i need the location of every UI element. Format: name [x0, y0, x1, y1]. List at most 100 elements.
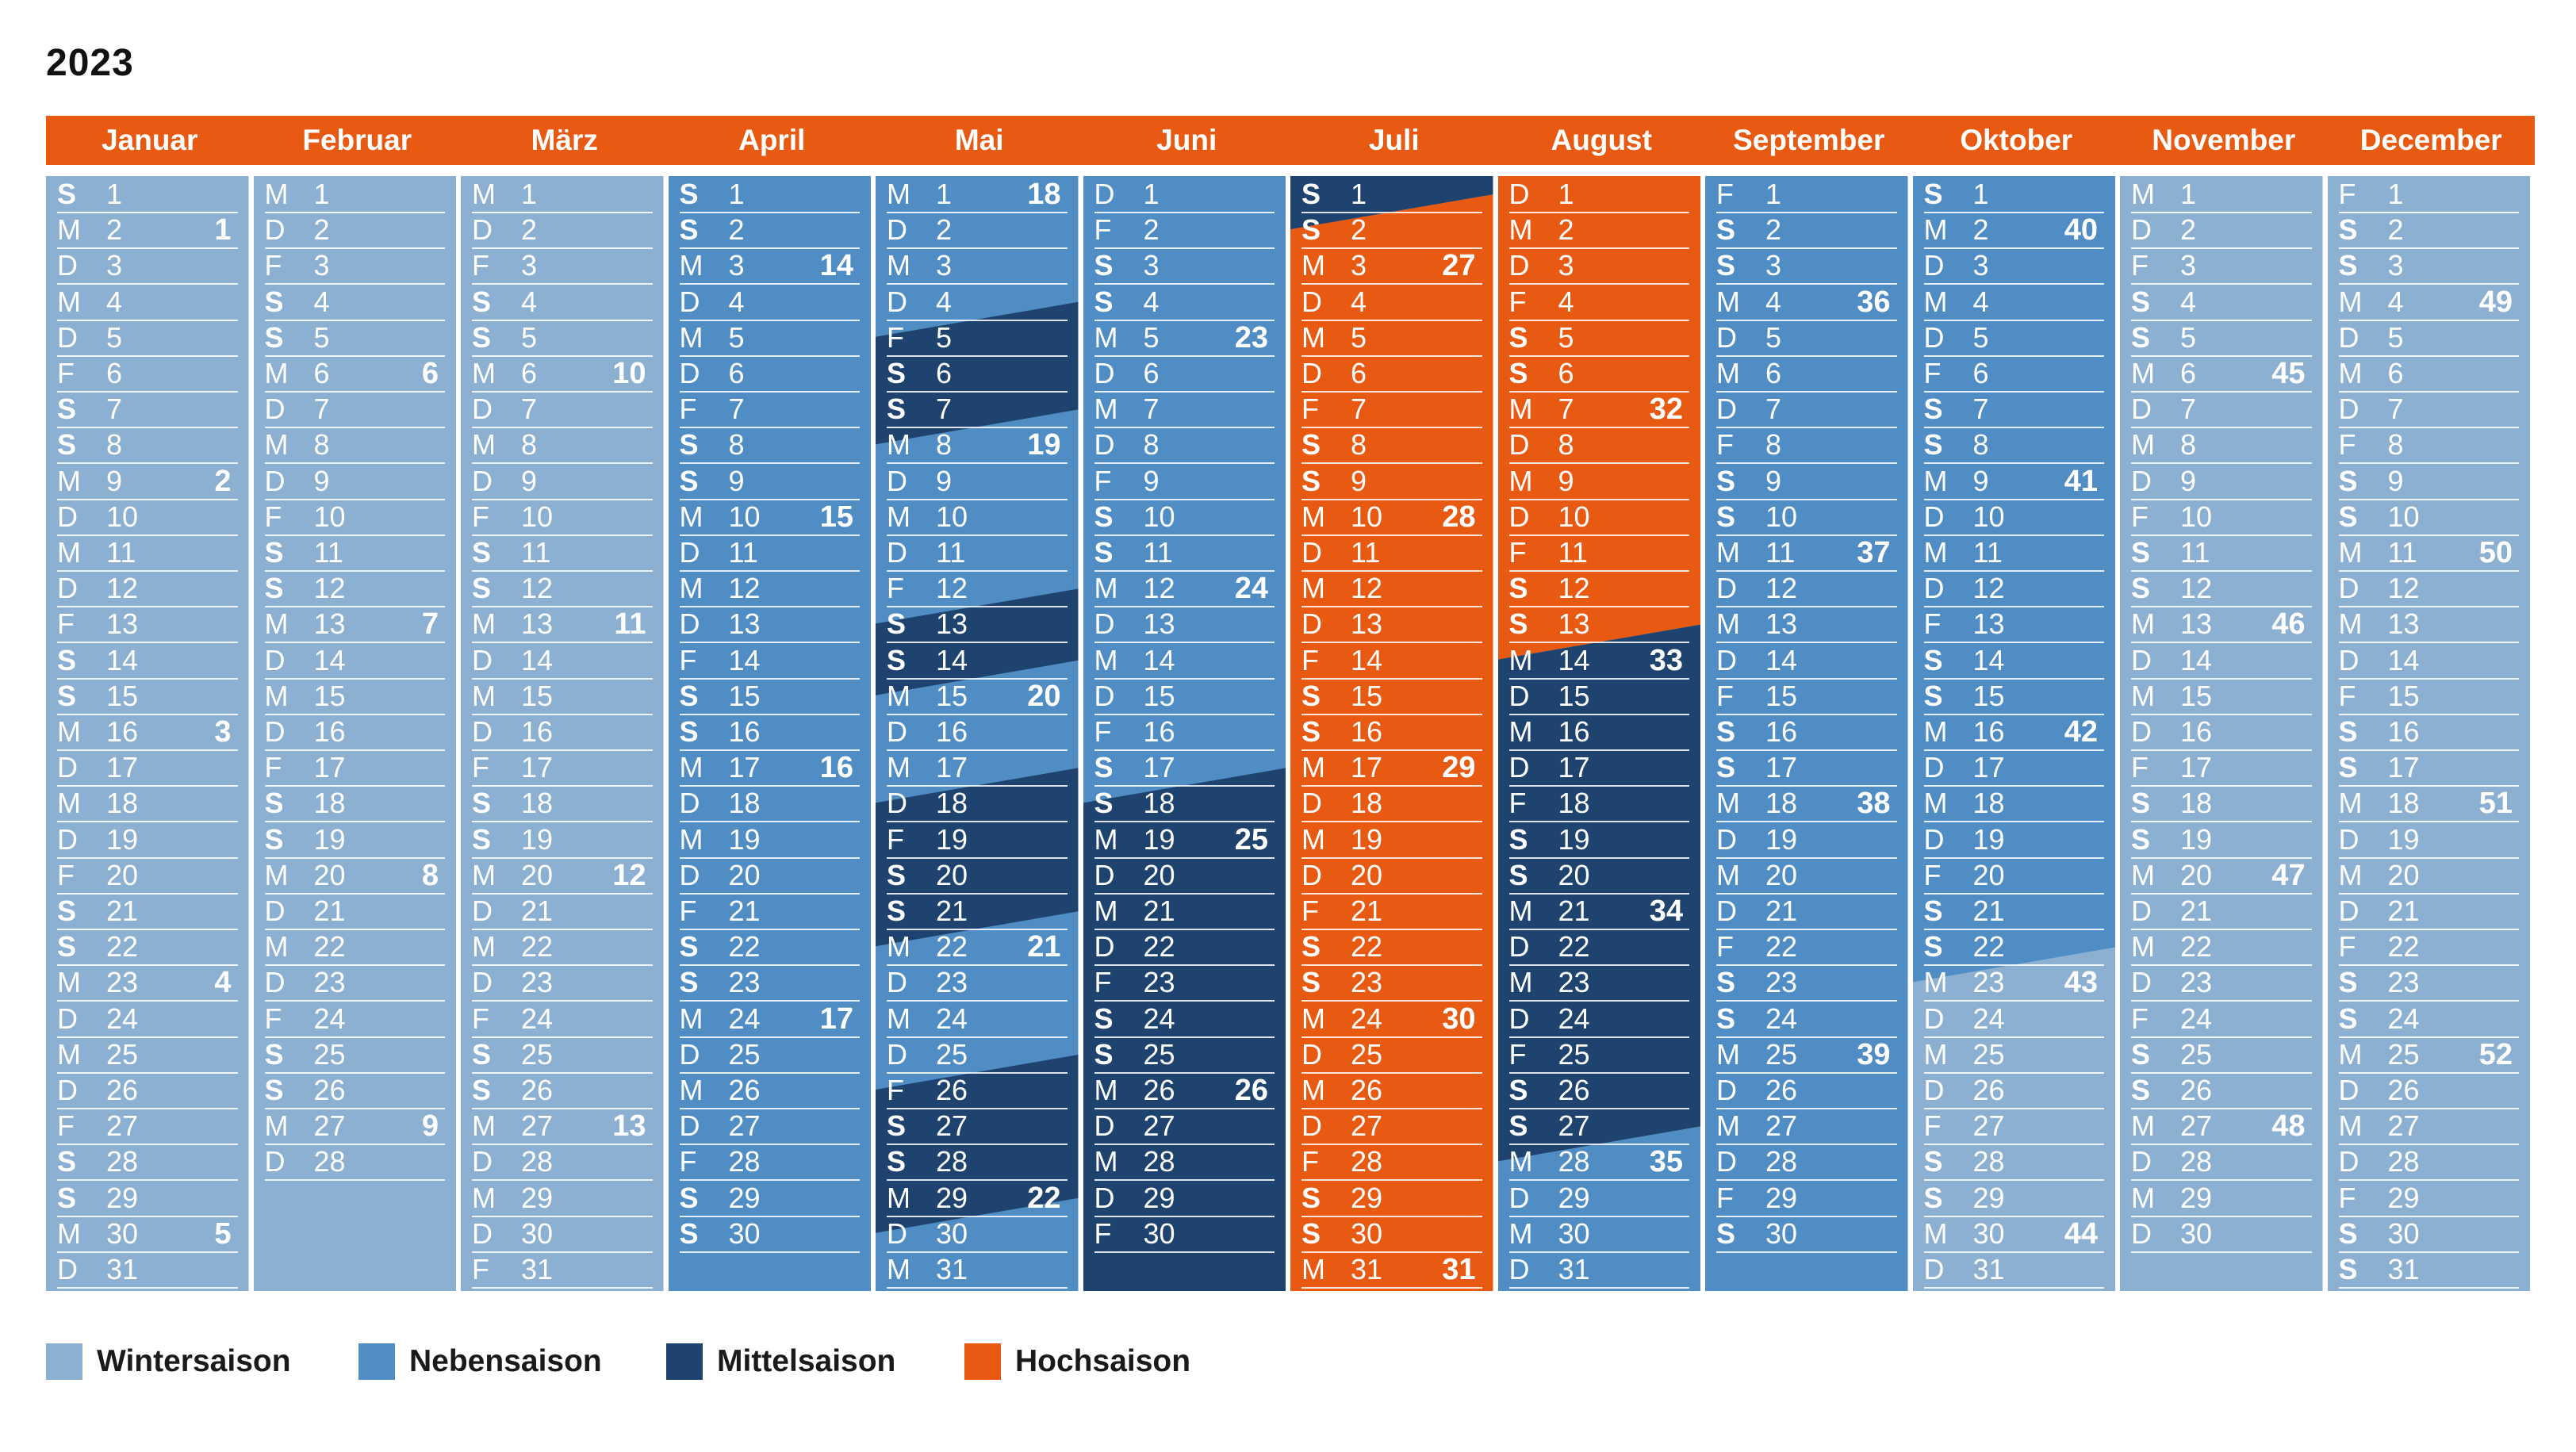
- weekday-letter: S: [887, 393, 907, 426]
- weekday-letter: S: [264, 822, 284, 856]
- day-row: F 21: [1301, 893, 1482, 930]
- day-row: F 10: [264, 499, 445, 536]
- day-number: 24: [1972, 1002, 2005, 1035]
- day-number: 5: [2387, 320, 2404, 354]
- day-row: D 22: [1094, 929, 1275, 967]
- weekday-letter: S: [2338, 249, 2358, 282]
- day-row: S 23: [1716, 964, 1897, 1002]
- weekday-letter: M: [472, 679, 496, 712]
- weekday-letter: D: [57, 1002, 78, 1035]
- weekday-letter: D: [1716, 572, 1737, 605]
- day-number: 1: [106, 178, 123, 210]
- weekday-letter: D: [1508, 178, 1530, 210]
- day-number: 8: [1765, 428, 1782, 462]
- day-row: D 11: [887, 534, 1068, 572]
- day-number: 28: [1143, 1145, 1175, 1178]
- day-number: 14: [2180, 643, 2213, 676]
- day-number: 11: [106, 536, 136, 569]
- day-number: 26: [2387, 1074, 2420, 1106]
- day-row: F 15: [2338, 678, 2519, 715]
- day-row: S 23: [679, 964, 860, 1002]
- day-number: 10: [1972, 500, 2005, 533]
- day-row: D 21: [1716, 893, 1897, 930]
- weekday-letter: M: [2338, 858, 2363, 891]
- weekday-letter: M: [887, 679, 910, 712]
- day-number: 3: [106, 249, 123, 282]
- month-header-5: Juni: [1156, 124, 1217, 156]
- day-row: M 15: [2131, 678, 2312, 715]
- day-row: D 19: [57, 822, 238, 859]
- day-number: 9: [936, 464, 953, 497]
- week-number: 26: [1234, 1074, 1268, 1107]
- day-row: F 29: [2338, 1180, 2519, 1217]
- weekday-letter: D: [264, 895, 286, 927]
- day-row: S 24: [1716, 1001, 1897, 1038]
- weekday-letter: D: [1301, 858, 1322, 891]
- day-row: S 26: [264, 1072, 445, 1109]
- day-number: 12: [2180, 572, 2213, 605]
- day-row: D 24: [1508, 1001, 1689, 1038]
- day-number: 13: [1143, 607, 1175, 641]
- weekday-letter: M: [264, 1109, 289, 1143]
- weekday-letter: D: [2338, 895, 2359, 927]
- weekday-letter: F: [2338, 1181, 2356, 1214]
- weekday-letter: M: [887, 751, 910, 784]
- month-column-5: D 1 F 2 S 3 S 4 M 5 23 D 6 M 7 D 8 F 9 S 10 S 11 M 12 24 D 13 M 14 D 15…: [1083, 176, 1286, 1291]
- day-number: 10: [1351, 500, 1383, 533]
- weekday-letter: M: [2338, 285, 2363, 318]
- day-number: 12: [1143, 572, 1175, 605]
- day-number: 21: [1351, 895, 1383, 927]
- day-number: 1: [936, 178, 953, 210]
- week-number: 50: [2478, 536, 2513, 569]
- day-row: M 23 4: [57, 964, 238, 1002]
- weekday-letter: S: [264, 572, 284, 605]
- day-row: M 3 14: [679, 247, 860, 285]
- weekday-letter: S: [679, 1216, 699, 1250]
- day-number: 8: [106, 428, 123, 462]
- day-row: D 12: [1716, 570, 1897, 608]
- day-number: 26: [2180, 1074, 2213, 1106]
- day-row: S 19: [2131, 822, 2312, 859]
- weekday-letter: S: [1508, 1074, 1528, 1106]
- weekday-letter: M: [679, 249, 703, 282]
- month-column-1: M 1 D 2 F 3 S 4 S 5 M 6 6 D 7 M 8 D 9 F 10 S 11 S 12 M 13 7 D 14 M 15 D 1…: [253, 176, 456, 1291]
- day-number: 3: [728, 249, 745, 282]
- day-number: 12: [728, 572, 761, 605]
- weekday-letter: M: [2131, 930, 2155, 964]
- day-number: 29: [106, 1181, 139, 1214]
- day-number: 11: [521, 536, 551, 569]
- day-row: D 16: [2131, 714, 2312, 751]
- legend-swatch-winter: [46, 1343, 82, 1380]
- weekday-letter: S: [2131, 822, 2151, 856]
- day-number: 17: [2387, 751, 2420, 784]
- month-header-2: März: [531, 124, 598, 156]
- weekday-letter: M: [2131, 607, 2155, 641]
- month-header-7: August: [1551, 124, 1652, 156]
- weekday-letter: S: [472, 1037, 492, 1071]
- day-row: S 10: [1094, 499, 1275, 536]
- day-number: 1: [1972, 178, 1989, 210]
- day-row: D 10: [1923, 499, 2104, 536]
- day-number: 16: [106, 715, 139, 748]
- day-number: 2: [313, 213, 330, 247]
- month-column-2: M 1 D 2 F 3 S 4 S 5 M 6 10 D 7 M 8 D 9 F 10 S 11 S 12 M 13 11 D 14 M 15…: [461, 176, 664, 1291]
- season-background: [2120, 176, 2323, 1291]
- day-row: S 25: [472, 1036, 653, 1074]
- day-number: 18: [106, 787, 139, 820]
- day-row: S 22: [679, 929, 860, 967]
- day-number: 19: [1765, 822, 1798, 856]
- day-number: 24: [728, 1002, 761, 1035]
- day-row: D 21: [2338, 893, 2519, 930]
- day-number: 17: [1143, 751, 1175, 784]
- day-number: 31: [1972, 1253, 2005, 1285]
- weekday-letter: S: [57, 1181, 77, 1214]
- day-number: 10: [728, 500, 761, 533]
